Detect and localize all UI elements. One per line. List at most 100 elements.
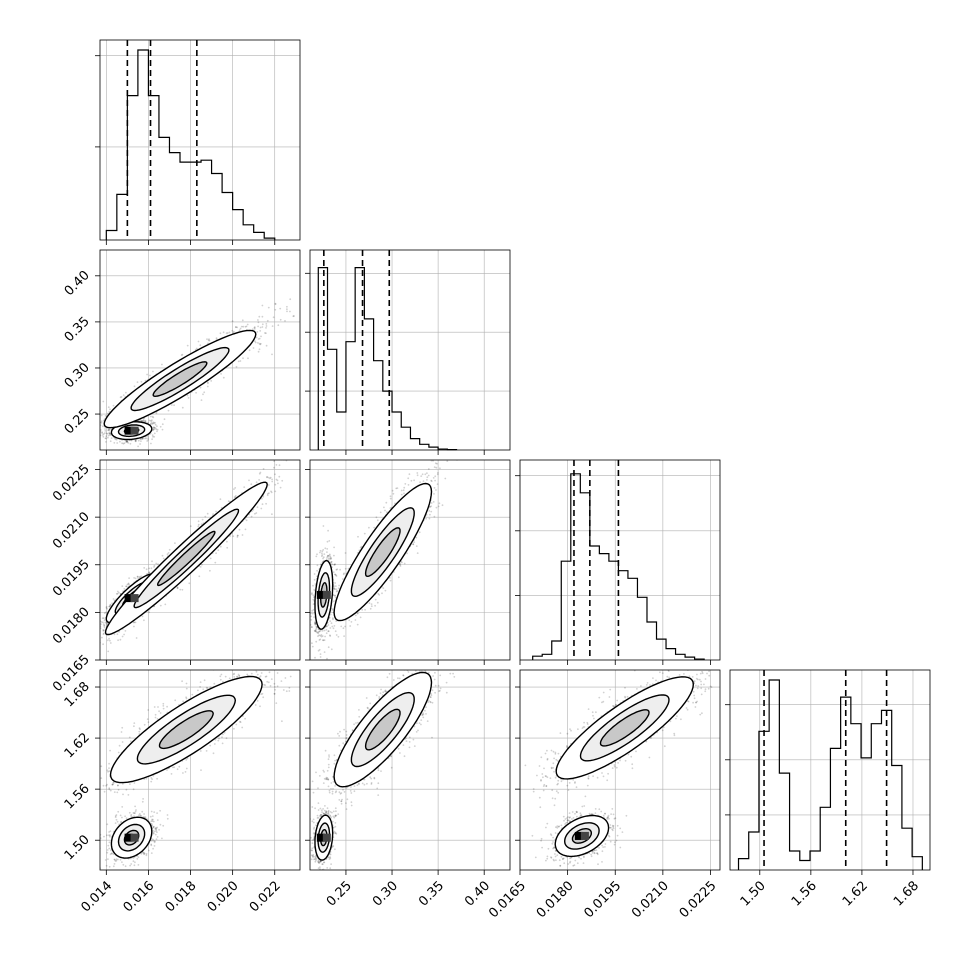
sample-point <box>140 440 142 442</box>
sample-point <box>101 431 103 434</box>
sample-point <box>237 360 240 363</box>
sample-point <box>274 483 277 486</box>
sample-point <box>241 319 244 322</box>
sample-point <box>166 553 169 556</box>
sample-point <box>274 490 277 493</box>
sample-point <box>239 360 242 362</box>
sample-point <box>121 585 124 587</box>
sample-point <box>62 464 64 466</box>
sample-point <box>201 518 204 521</box>
sample-point <box>147 438 150 441</box>
sample-point <box>90 441 92 443</box>
sample-point <box>100 414 103 417</box>
sample-point <box>246 323 249 326</box>
sample-point <box>272 316 275 319</box>
sample-point <box>95 430 97 432</box>
sample-point <box>130 439 133 442</box>
sample-point <box>226 332 229 334</box>
sample-point <box>133 385 136 388</box>
sample-point <box>87 428 89 430</box>
sample-point <box>315 313 317 315</box>
sample-point <box>339 417 341 419</box>
sample-point <box>222 376 225 379</box>
sample-point <box>142 417 145 420</box>
sample-point <box>257 319 259 321</box>
sample-point <box>94 627 96 629</box>
sample-point <box>94 433 96 435</box>
sample-point <box>102 435 105 438</box>
sample-point <box>124 630 127 632</box>
sample-point <box>261 326 264 328</box>
sample-point <box>258 348 261 351</box>
sample-point <box>136 575 139 578</box>
sample-point <box>151 419 153 422</box>
sample-point <box>152 421 155 424</box>
sample-point <box>306 433 308 435</box>
sample-point <box>93 415 95 417</box>
sample-point <box>266 494 269 497</box>
sample-point <box>104 430 107 432</box>
sample-point <box>108 605 111 608</box>
sample-point <box>133 621 136 624</box>
sample-point <box>232 331 235 334</box>
sample-point <box>128 584 131 586</box>
sample-point <box>116 633 119 636</box>
sample-point <box>77 441 79 443</box>
sample-point <box>255 336 258 339</box>
sample-point <box>259 342 262 345</box>
sample-point <box>149 374 151 377</box>
sample-point <box>115 593 118 595</box>
sample-point <box>219 332 222 335</box>
sample-point <box>123 588 126 590</box>
sample-point <box>179 588 182 591</box>
sample-point <box>144 419 147 422</box>
sample-point <box>202 393 204 396</box>
sample-point <box>78 442 80 444</box>
hist-panel-2 <box>515 459 721 665</box>
density-peak-cell <box>130 426 139 435</box>
sample-point <box>252 347 255 349</box>
sample-point <box>197 523 200 526</box>
sample-point <box>134 440 137 442</box>
sample-point <box>260 507 263 510</box>
sample-point <box>152 370 154 373</box>
sample-point <box>134 621 137 624</box>
sample-point <box>84 445 86 447</box>
sample-point <box>96 621 98 623</box>
sample-point <box>189 525 192 528</box>
sample-point <box>259 343 262 346</box>
sample-point <box>108 637 110 640</box>
sample-point <box>104 432 106 434</box>
sample-point <box>239 327 242 330</box>
sample-point <box>186 394 189 397</box>
sample-point <box>100 623 102 626</box>
sample-point <box>231 320 234 323</box>
hist-panel-0 <box>95 39 301 245</box>
sample-point <box>108 605 111 608</box>
sample-point <box>90 410 92 412</box>
sample-point <box>274 302 277 305</box>
sample-point <box>113 633 116 636</box>
sample-point <box>106 639 109 642</box>
sample-point <box>132 621 135 624</box>
sample-point <box>68 449 70 451</box>
sample-point <box>200 523 203 525</box>
panel-frame <box>99 249 301 451</box>
density-panel-0-2 <box>94 417 341 665</box>
sample-point <box>168 548 171 551</box>
sample-point <box>161 428 164 431</box>
sample-point <box>125 585 127 588</box>
sample-point <box>93 443 95 445</box>
sample-point <box>207 382 209 385</box>
sample-point <box>244 325 247 328</box>
sample-point <box>265 344 268 347</box>
sample-point <box>85 427 87 429</box>
sample-point <box>125 441 127 443</box>
sample-point <box>107 436 109 439</box>
sample-point <box>167 552 170 554</box>
sample-point <box>162 557 165 560</box>
sample-point <box>97 440 99 442</box>
sample-point <box>129 442 132 445</box>
sample-point <box>286 305 288 308</box>
sample-point <box>208 338 210 341</box>
